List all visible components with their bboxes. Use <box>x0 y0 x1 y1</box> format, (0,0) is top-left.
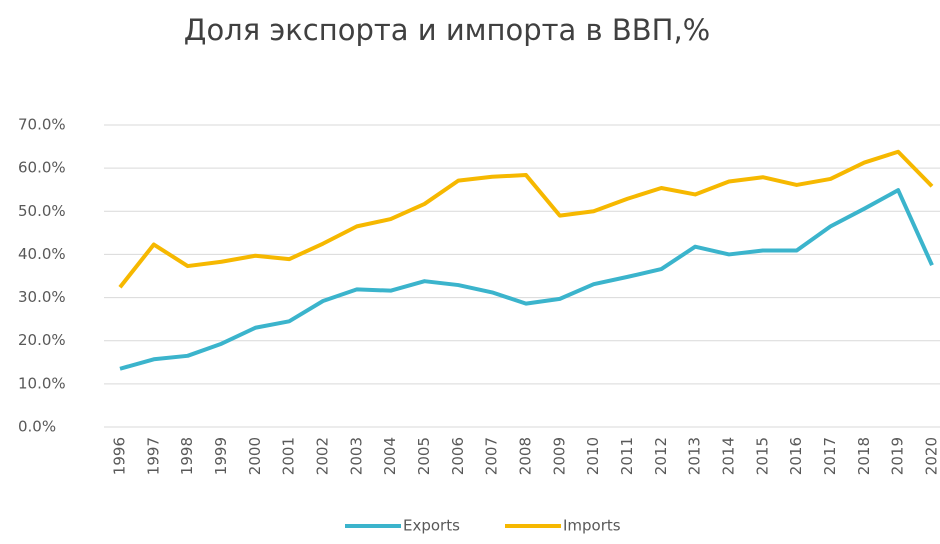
y-tick-label: 20.0% <box>18 331 66 349</box>
x-tick-label: 2010 <box>584 437 602 475</box>
x-tick-label: 1998 <box>178 437 196 475</box>
x-tick-label: 2020 <box>923 437 940 475</box>
legend-label: Exports <box>403 517 460 535</box>
x-tick-label: 1997 <box>144 437 162 475</box>
y-tick-label: 60.0% <box>18 159 66 177</box>
y-tick-label: 10.0% <box>18 374 66 392</box>
x-tick-label: 2001 <box>280 437 298 475</box>
x-tick-label: 2017 <box>821 437 839 475</box>
x-tick-label: 2002 <box>314 437 332 475</box>
x-tick-label: 2003 <box>347 437 365 475</box>
x-tick-label: 2006 <box>449 437 467 475</box>
x-tick-label: 2007 <box>483 437 501 475</box>
x-tick-label: 1999 <box>212 437 230 475</box>
x-tick-label: 2015 <box>753 437 771 475</box>
x-tick-label: 2012 <box>652 437 670 475</box>
x-tick-label: 2014 <box>720 437 738 475</box>
x-tick-label: 2009 <box>550 437 568 475</box>
x-tick-label: 1996 <box>111 437 129 475</box>
y-tick-label: 40.0% <box>18 245 66 263</box>
chart-title: Доля экспорта и импорта в ВВП,% <box>184 13 710 47</box>
x-tick-label: 2013 <box>686 437 704 475</box>
y-tick-label: 50.0% <box>18 202 66 220</box>
x-tick-label: 2005 <box>415 437 433 475</box>
x-tick-label: 2018 <box>855 437 873 475</box>
line-series <box>118 149 934 289</box>
x-tick-label: 2004 <box>381 437 399 475</box>
y-tick-label: 30.0% <box>18 288 66 306</box>
legend-label: Imports <box>563 517 621 535</box>
y-tick-label: 0.0% <box>18 418 56 436</box>
line-series <box>119 188 934 371</box>
x-tick-label: 2019 <box>889 437 907 475</box>
y-tick-label: 70.0% <box>18 116 66 134</box>
x-tick-label: 2011 <box>618 437 636 475</box>
x-tick-label: 2008 <box>517 437 535 475</box>
x-tick-label: 2000 <box>246 437 264 475</box>
x-tick-label: 2016 <box>787 437 805 475</box>
